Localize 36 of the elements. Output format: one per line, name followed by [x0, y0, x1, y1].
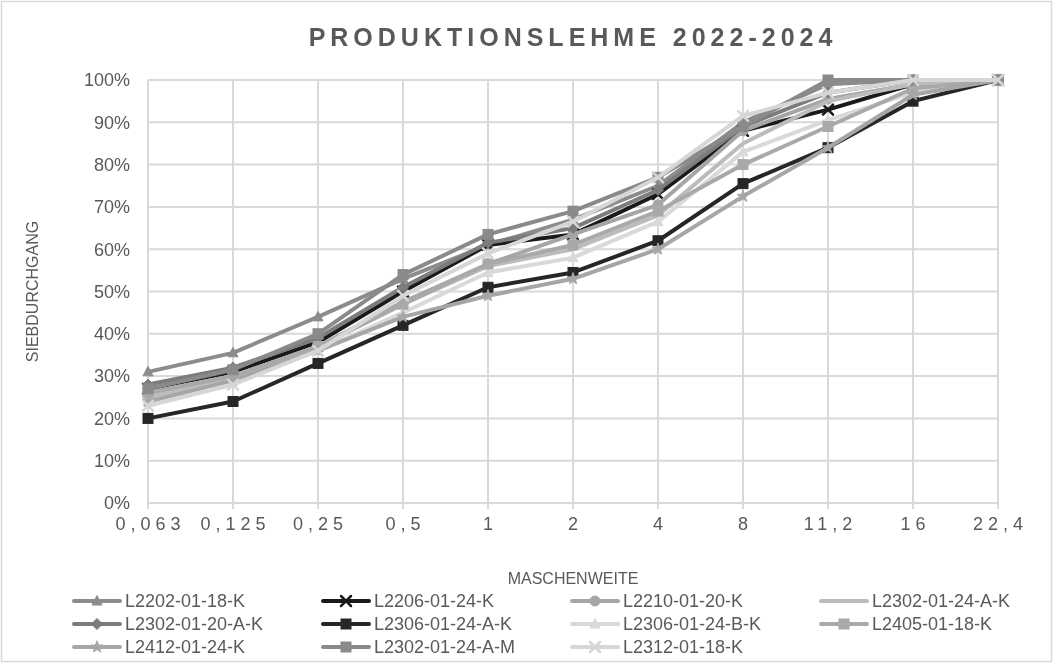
x-tick-label: 2: [567, 514, 584, 534]
y-tick-label: 40%: [93, 324, 130, 345]
x-axis-title: MASCHENWEITE: [507, 570, 639, 587]
legend-label: L2306-01-24-B-K: [623, 614, 762, 635]
y-tick-label: 50%: [93, 281, 130, 302]
y-tick-label: 10%: [93, 451, 130, 471]
x-tick-label: 4: [652, 514, 669, 534]
legend-label: L2306-01-24-A-K: [374, 614, 513, 635]
x-tick-label: 22,4: [972, 514, 1029, 534]
legend-label: L2202-01-18-K: [125, 591, 246, 612]
x-tick-label: 8: [737, 514, 754, 534]
y-tick-label: 100%: [83, 70, 130, 91]
legend-label: L2206-01-24-K: [374, 591, 495, 612]
y-tick-label: 20%: [93, 408, 130, 429]
y-tick-label: 80%: [93, 154, 130, 175]
y-tick-label: 90%: [93, 112, 130, 133]
x-tick-label: 16: [900, 514, 931, 534]
legend-label: L2405-01-18-K: [872, 614, 993, 635]
y-tick-label: 30%: [93, 366, 130, 387]
x-tick-label: 0,5: [385, 514, 426, 534]
legend-label: L2312-01-18-K: [623, 637, 744, 658]
chart-title: PRODUKTIONSLEHME 2022-2024: [308, 23, 838, 51]
x-tick-label: 11,2: [803, 514, 858, 534]
legend-label: L2302-01-20-A-K: [125, 614, 264, 635]
y-tick-label: 70%: [93, 197, 130, 218]
legend-label: L2302-01-24-A-M: [374, 637, 516, 658]
x-tick-label: 0,063: [115, 514, 186, 534]
x-tick-label: 0,125: [200, 514, 271, 534]
legend-label: L2210-01-20-K: [623, 591, 744, 612]
y-tick-label: 60%: [93, 239, 130, 260]
x-tick-label: 0,25: [292, 514, 349, 534]
x-tick-label: 1: [482, 514, 499, 534]
y-axis-title: SIEBDURCHGANG: [24, 220, 41, 363]
legend-label: L2302-01-24-A-K: [872, 591, 1011, 612]
y-tick-label: 0%: [103, 493, 130, 514]
legend-label: L2412-01-24-K: [125, 637, 246, 658]
